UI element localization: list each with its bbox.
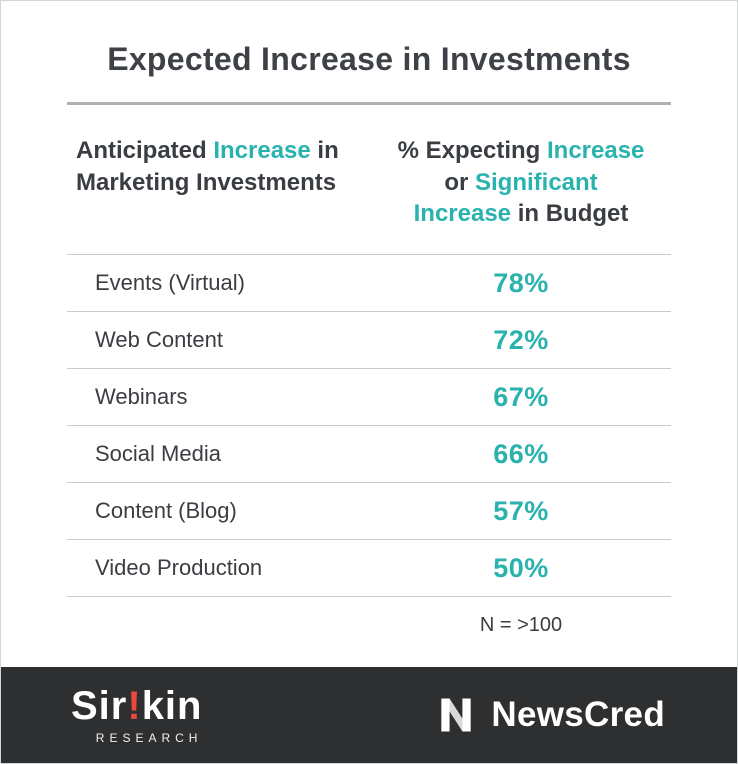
footer-bar: Sir!kin RESEARCH NewsCred bbox=[1, 667, 737, 763]
newscred-logo: NewsCred bbox=[434, 693, 665, 737]
header-text-highlight: Increase bbox=[213, 137, 311, 164]
column-header-values-line3: Increase in Budget bbox=[371, 198, 671, 230]
table-header-row: Anticipated Increase in Marketing Invest… bbox=[1, 105, 737, 230]
header-text-highlight: Increase bbox=[413, 200, 512, 228]
column-header-values-line1: % Expecting Increase bbox=[371, 135, 671, 167]
header-text: Anticipated bbox=[76, 137, 214, 164]
sirkin-wordmark: Sir!kin bbox=[71, 686, 202, 726]
page-title: Expected Increase in Investments bbox=[107, 41, 631, 77]
header-text: or bbox=[444, 168, 475, 196]
row-value: 57% bbox=[493, 495, 549, 526]
column-header-values: % Expecting Increase or Significant Incr… bbox=[371, 135, 671, 230]
newscred-wordmark: NewsCred bbox=[491, 695, 665, 734]
row-category: Video Production bbox=[95, 555, 263, 581]
row-value: 50% bbox=[493, 552, 549, 583]
row-category: Events (Virtual) bbox=[95, 270, 245, 296]
title-divider bbox=[67, 102, 671, 105]
header-text-highlight: Significant bbox=[475, 168, 598, 196]
sirkin-research-label: RESEARCH bbox=[95, 730, 203, 745]
row-category: Webinars bbox=[95, 384, 188, 410]
sample-size-note: N = >100 bbox=[479, 614, 563, 637]
sirkin-wordmark-text: kin bbox=[141, 683, 203, 728]
table-row: Video Production 50% bbox=[67, 540, 671, 598]
row-category: Web Content bbox=[95, 327, 224, 353]
column-header-categories: Anticipated Increase in Marketing Invest… bbox=[67, 135, 371, 230]
sirkin-wordmark-text: Sir bbox=[71, 683, 128, 728]
column-header-categories-line2: Marketing Investments bbox=[76, 168, 337, 196]
table-row: Content (Blog) 57% bbox=[67, 483, 671, 541]
sirkin-logo: Sir!kin RESEARCH bbox=[71, 686, 202, 745]
table-row: Events (Virtual) 78% bbox=[67, 255, 671, 313]
sirkin-exclamation: ! bbox=[127, 683, 142, 728]
header-text: in Budget bbox=[511, 200, 629, 228]
table-row: Web Content 72% bbox=[67, 312, 671, 370]
header-text: % Expecting bbox=[397, 137, 547, 164]
header-text: in bbox=[310, 137, 339, 164]
column-header-values-line2: or Significant bbox=[371, 167, 671, 199]
table-row: Webinars 67% bbox=[67, 369, 671, 427]
row-value: 67% bbox=[493, 381, 549, 412]
header-text-highlight: Increase bbox=[546, 137, 645, 164]
row-value: 78% bbox=[493, 267, 549, 298]
row-value: 72% bbox=[493, 324, 549, 355]
table-row: Social Media 66% bbox=[67, 426, 671, 484]
row-category: Content (Blog) bbox=[95, 498, 237, 524]
row-value: 66% bbox=[493, 438, 549, 469]
newscred-ribbon-n-icon bbox=[441, 698, 472, 732]
data-table: Events (Virtual) 78% Web Content 72% Web… bbox=[67, 254, 671, 598]
column-header-categories-line1: Anticipated Increase in bbox=[76, 135, 371, 167]
sample-size-row: N = >100 bbox=[67, 614, 671, 637]
row-category: Social Media bbox=[95, 441, 221, 467]
